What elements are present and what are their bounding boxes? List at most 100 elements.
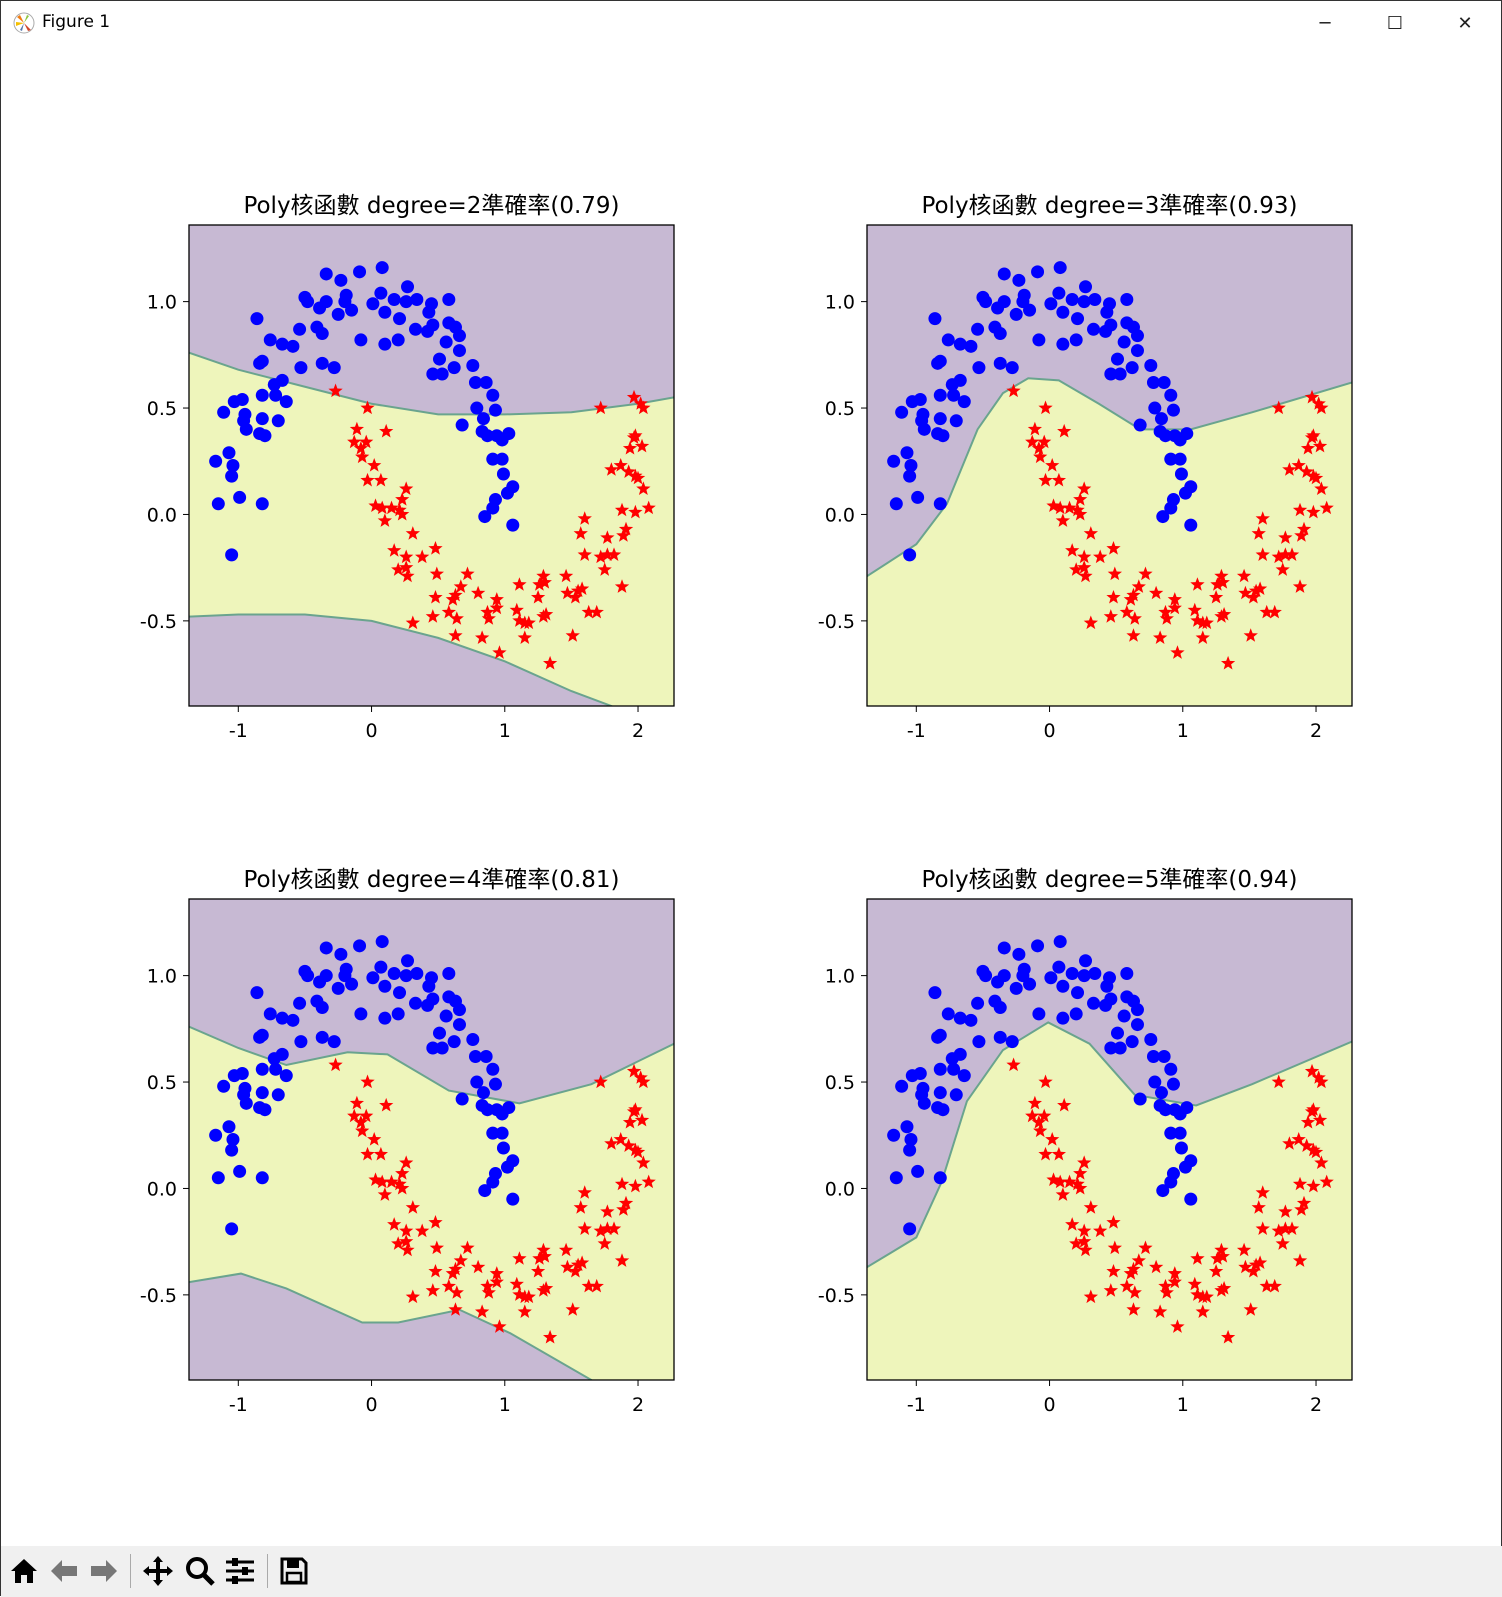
- class0-point: [353, 939, 367, 953]
- class1-point: [1271, 1074, 1286, 1089]
- class0-point: [903, 1222, 917, 1236]
- class1-point: [395, 492, 410, 506]
- class1-point: [429, 1240, 444, 1255]
- class1-point: [589, 1278, 604, 1293]
- class1-point: [634, 1112, 650, 1127]
- class0-point: [250, 312, 264, 326]
- class1-point: [1255, 547, 1270, 561]
- class0-point: [979, 969, 993, 983]
- class0-point: [393, 986, 407, 1000]
- class1-point: [1123, 592, 1138, 606]
- class1-point: [531, 1264, 546, 1278]
- class1-point: [349, 1095, 364, 1110]
- class1-point: [1195, 1304, 1210, 1318]
- class1-point: [581, 604, 596, 619]
- class0-point: [953, 1011, 967, 1025]
- class1-point: [1131, 579, 1146, 593]
- class1-point: [1187, 602, 1202, 617]
- pan-button[interactable]: [139, 1552, 177, 1590]
- class1-point: [449, 611, 464, 625]
- class1-point: [1158, 1278, 1173, 1293]
- class0-point: [293, 322, 307, 336]
- class0-point: [1031, 265, 1045, 279]
- maximize-button[interactable]: ☐: [1386, 13, 1404, 34]
- class1-point: [1209, 1264, 1224, 1278]
- class1-point: [1255, 1185, 1270, 1199]
- class1-point: [1306, 1142, 1321, 1157]
- class0-point: [422, 979, 436, 993]
- class0-point: [1173, 433, 1187, 447]
- class1-point: [1306, 428, 1321, 442]
- class0-point: [1158, 1103, 1172, 1117]
- class0-point: [971, 996, 985, 1010]
- class0-point: [331, 981, 345, 995]
- class0-point: [1113, 367, 1127, 381]
- class1-point: [577, 1221, 592, 1235]
- class1-point: [1304, 389, 1320, 404]
- class1-point: [1167, 1266, 1182, 1280]
- class1-point: [1217, 1281, 1232, 1295]
- class1-point: [1025, 434, 1040, 449]
- back-button[interactable]: [45, 1552, 83, 1590]
- class1-point: [1107, 1240, 1122, 1255]
- class0-point: [442, 966, 456, 980]
- class1-point: [1027, 1095, 1042, 1110]
- class1-point: [1037, 1108, 1052, 1123]
- class0-point: [1154, 412, 1168, 426]
- matplotlib-logo-icon: [13, 12, 35, 34]
- class0-point: [401, 280, 415, 294]
- save-button[interactable]: [275, 1552, 313, 1590]
- minimize-button[interactable]: ─: [1319, 13, 1331, 34]
- class0-point: [1117, 335, 1131, 349]
- class1-point: [1127, 611, 1142, 625]
- class0-point: [478, 1184, 492, 1198]
- class0-point: [387, 292, 401, 306]
- class0-point: [1156, 510, 1170, 524]
- class1-point: [1190, 613, 1205, 627]
- class1-point: [1093, 549, 1108, 564]
- class0-point: [432, 1026, 446, 1040]
- class0-point: [486, 388, 500, 402]
- class1-point: [1159, 611, 1174, 625]
- class1-point: [574, 581, 590, 595]
- class0-point: [432, 352, 446, 366]
- class1-point: [570, 1257, 586, 1272]
- class0-point: [293, 996, 307, 1010]
- class0-point: [286, 339, 300, 353]
- class0-point: [947, 1062, 961, 1076]
- class1-point: [1045, 1132, 1060, 1146]
- x-tick-label: 2: [632, 720, 644, 742]
- toolbar-separator: [267, 1554, 268, 1588]
- class1-point: [1127, 1285, 1142, 1299]
- pan-icon: [143, 1556, 173, 1586]
- class1-point: [1106, 1215, 1121, 1229]
- home-button[interactable]: [5, 1552, 43, 1590]
- class1-point: [481, 1285, 496, 1299]
- y-tick-label: 1.0: [147, 966, 177, 988]
- class0-point: [933, 412, 947, 426]
- figure-canvas: Poly核函數 degree=2準確率(0.79) -1 0 1 2 -0.5 0.0 0.5…: [140, 193, 1353, 1416]
- class0-point: [500, 1160, 514, 1174]
- class0-point: [225, 469, 239, 483]
- class0-point: [366, 971, 380, 985]
- class0-point: [887, 454, 901, 468]
- class0-point: [235, 393, 249, 407]
- zoom-button[interactable]: [181, 1552, 219, 1590]
- class1-point: [405, 526, 420, 540]
- class1-point: [353, 1115, 368, 1129]
- class0-point: [255, 412, 269, 426]
- class1-point: [377, 513, 392, 527]
- class0-point: [900, 446, 914, 460]
- class0-point: [904, 1133, 918, 1146]
- class1-point: [1038, 400, 1053, 415]
- class0-point: [964, 1013, 978, 1027]
- class1-point: [1312, 438, 1328, 453]
- class1-point: [1292, 502, 1308, 517]
- configure-subplots-button[interactable]: [221, 1552, 259, 1590]
- class0-point: [911, 1164, 925, 1178]
- close-button[interactable]: ✕: [1457, 13, 1473, 34]
- class1-point: [1306, 504, 1321, 519]
- class0-point: [1056, 979, 1070, 993]
- forward-button[interactable]: [85, 1552, 123, 1590]
- class0-point: [928, 986, 942, 1000]
